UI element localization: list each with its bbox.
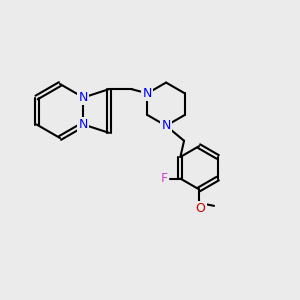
Text: N: N [161, 119, 171, 132]
Text: N: N [143, 87, 152, 100]
Text: O: O [196, 202, 206, 215]
Text: N: N [79, 118, 88, 131]
Text: N: N [79, 91, 88, 104]
Text: F: F [161, 172, 168, 185]
